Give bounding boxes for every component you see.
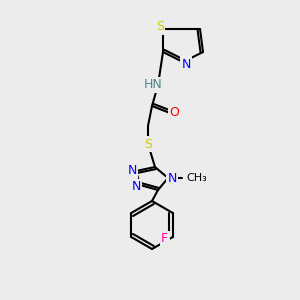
Text: N: N (181, 58, 191, 70)
Text: N: N (131, 181, 141, 194)
Text: S: S (144, 137, 152, 151)
Text: CH₃: CH₃ (186, 173, 207, 183)
Text: O: O (169, 106, 179, 119)
Text: N: N (167, 172, 177, 184)
Text: F: F (161, 232, 168, 245)
Text: S: S (156, 20, 164, 34)
Text: HN: HN (144, 79, 162, 92)
Text: N: N (127, 164, 137, 178)
